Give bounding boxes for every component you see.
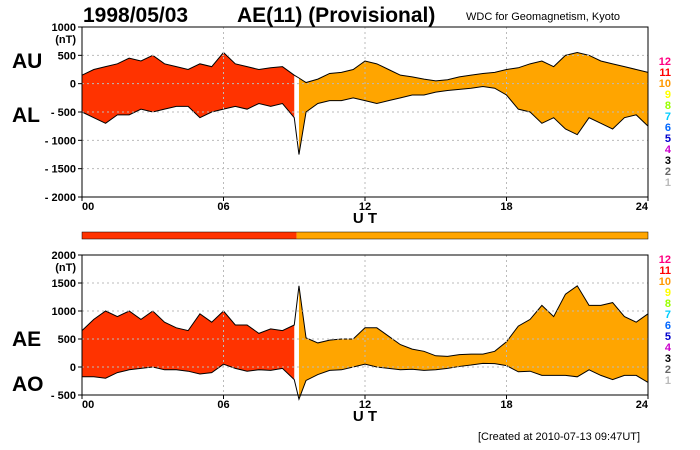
area-segment-11-stations <box>82 311 295 380</box>
station-bar-segment <box>82 232 297 239</box>
y-tick-label: 2000 <box>52 250 76 262</box>
station-count-7: 7 <box>664 111 671 123</box>
station-count-12: 12 <box>658 56 671 68</box>
date-title: 1998/05/03 <box>83 4 189 27</box>
y-tick-label: - 1500 <box>45 164 76 176</box>
y-tick-label: 500 <box>58 334 76 346</box>
y-tick-label: - 500 <box>51 390 76 402</box>
station-count-10: 10 <box>658 78 671 90</box>
y-tick-label: 500 <box>58 50 76 62</box>
x-tick-label: 06 <box>217 201 229 213</box>
unit-label: (nT) <box>55 34 76 46</box>
station-count-5: 5 <box>664 133 671 145</box>
index-title: AE(11) (Provisional) <box>237 4 436 27</box>
au-row-label: AU <box>12 50 43 73</box>
station-count-3: 3 <box>664 353 671 365</box>
station-count-2: 2 <box>664 166 671 178</box>
station-count-11: 11 <box>659 265 671 277</box>
station-count-8: 8 <box>664 100 671 112</box>
station-count-11: 11 <box>659 67 671 79</box>
lower-panel: 2000 1500 1000 500 0 - 500 (nT) 00 06 12 18 24 U T <box>51 250 649 425</box>
station-count-4: 4 <box>664 144 671 156</box>
station-count-3: 3 <box>664 155 671 167</box>
station-bar-segment <box>296 232 648 239</box>
series-line-AE <box>81 285 649 357</box>
ao-row-label: AO <box>12 373 44 396</box>
series-line-AO <box>82 362 649 401</box>
y-tick-label: 0 <box>70 362 76 374</box>
x-tick-label: 12 <box>359 201 371 213</box>
station-count-9: 9 <box>664 89 671 101</box>
y-tick-label: - 500 <box>51 107 76 119</box>
area-segment-11-stations <box>82 52 295 124</box>
area-segment-10-stations <box>298 285 648 400</box>
ae-row-label: AE <box>12 328 42 351</box>
station-scale-upper: 12 11 10 9 8 7 6 5 4 3 2 1 <box>655 57 671 189</box>
x-tick-label: 12 <box>359 399 371 411</box>
unit-label: (nT) <box>55 262 76 274</box>
x-tick-label: 06 <box>217 399 229 411</box>
series-line-AU <box>81 51 649 84</box>
x-tick-label: 18 <box>500 399 512 411</box>
series-line-AL <box>81 85 649 155</box>
station-count-1: 1 <box>664 177 671 189</box>
station-scale-lower: 12 11 10 9 8 7 6 5 4 3 2 1 <box>655 255 671 387</box>
station-count-10: 10 <box>658 276 671 288</box>
x-tick-label: 00 <box>82 399 94 411</box>
y-tick-label: - 2000 <box>45 192 76 204</box>
station-count-2: 2 <box>664 364 671 376</box>
station-count-5: 5 <box>664 331 671 343</box>
x-axis-label: U T <box>353 210 377 227</box>
y-tick-label: 0 <box>70 79 76 91</box>
y-tick-label: 1000 <box>52 306 76 318</box>
area-segment-10-stations <box>298 52 648 155</box>
station-count-4: 4 <box>664 342 671 354</box>
created-timestamp: [Created at 2010-07-13 09:47UT] <box>478 431 641 443</box>
station-bar-frame <box>81 231 649 240</box>
x-tick-label: 18 <box>500 201 512 213</box>
station-count-7: 7 <box>664 309 671 321</box>
y-tick-label: 1500 <box>52 278 76 290</box>
x-tick-label: 00 <box>82 201 94 213</box>
station-bar <box>81 231 649 240</box>
y-tick-label: - 1000 <box>45 135 76 147</box>
station-count-12: 12 <box>658 254 671 266</box>
station-count-6: 6 <box>664 320 671 332</box>
station-count-9: 9 <box>664 287 671 299</box>
credit-label: WDC for Geomagnetism, Kyoto <box>466 11 621 23</box>
station-count-8: 8 <box>664 298 671 310</box>
x-axis-label: U T <box>353 408 377 425</box>
upper-panel: 1000 500 0 - 500 - 1000 - 1500 - 2000 (nT) 00 06 1… <box>45 22 649 227</box>
y-tick-label: 1000 <box>52 22 76 34</box>
station-count-6: 6 <box>664 122 671 134</box>
x-tick-label: 24 <box>636 399 649 411</box>
al-row-label: AL <box>12 104 40 127</box>
station-count-1: 1 <box>664 375 671 387</box>
x-tick-label: 24 <box>636 201 649 213</box>
